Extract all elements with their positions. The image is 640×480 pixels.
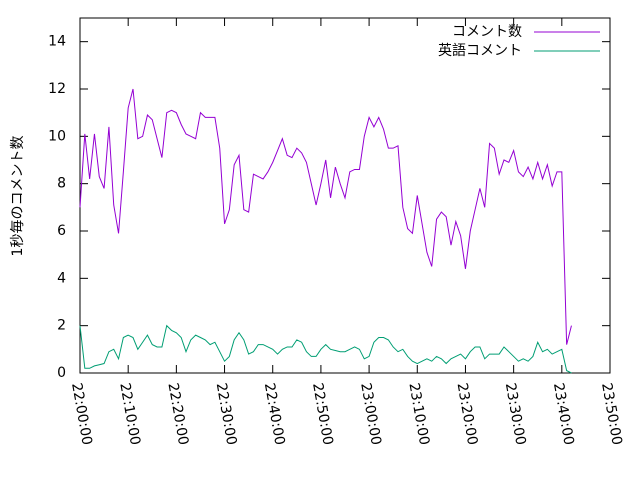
x-tick-label: 22:30:00 (213, 382, 240, 447)
y-tick-label: 8 (57, 176, 66, 192)
y-axis-label: 1秒毎のコメント数 (10, 136, 26, 257)
x-tick-label: 23:30:00 (502, 382, 529, 447)
y-tick-label: 2 (57, 318, 66, 334)
legend-label: 英語コメント (438, 42, 522, 59)
series-line (79, 324, 572, 374)
legend-label: コメント数 (452, 24, 522, 40)
x-tick-label: 22:10:00 (116, 382, 143, 447)
x-tick-label: 23:00:00 (357, 382, 384, 447)
y-tick-label: 14 (48, 34, 66, 50)
x-tick-label: 22:40:00 (261, 382, 288, 447)
y-tick-label: 6 (57, 223, 66, 239)
x-tick-label: 23:10:00 (405, 382, 432, 447)
y-tick-label: 0 (57, 365, 66, 381)
y-tick-label: 4 (57, 270, 66, 286)
x-tick-label: 22:20:00 (164, 382, 191, 447)
y-tick-label: 10 (48, 128, 66, 144)
plot-frame (79, 17, 611, 374)
y-tick-label: 12 (48, 81, 66, 97)
x-tick-label: 22:00:00 (68, 382, 95, 447)
series-line (79, 88, 572, 345)
x-tick-label: 23:40:00 (550, 382, 577, 447)
x-tick-label: 22:50:00 (309, 382, 336, 447)
x-tick-label: 23:20:00 (454, 382, 481, 447)
x-tick-label: 23:50:00 (598, 382, 625, 447)
